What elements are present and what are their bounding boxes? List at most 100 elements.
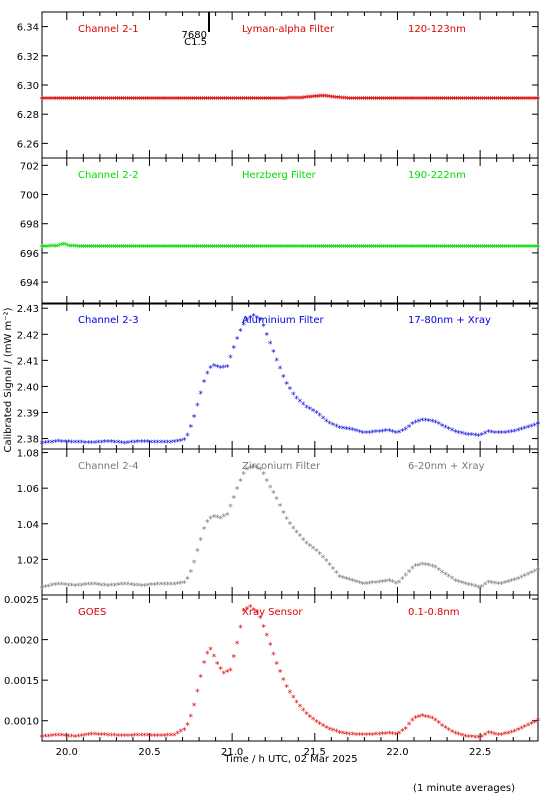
data-point: *	[350, 731, 355, 741]
data-point: *	[175, 581, 180, 591]
data-point: *	[274, 495, 279, 505]
data-point: *	[390, 428, 395, 438]
data-point: *	[43, 439, 48, 449]
data-point: *	[506, 579, 511, 589]
data-point: *	[375, 243, 380, 253]
data-point: *	[150, 95, 155, 105]
data-point: *	[314, 547, 319, 557]
data-point: *	[472, 432, 477, 442]
data-point: *	[400, 428, 405, 438]
data-point: *	[327, 420, 332, 430]
data-point: *	[241, 321, 246, 331]
data-point: *	[305, 243, 310, 253]
data-point: *	[484, 95, 489, 105]
data-point: *	[468, 244, 473, 254]
data-point: *	[532, 719, 537, 729]
data-point: *	[267, 642, 272, 652]
data-point: *	[178, 580, 183, 590]
data-point: *	[267, 95, 272, 105]
data-point: *	[470, 95, 475, 105]
data-point: *	[73, 243, 78, 253]
data-point: *	[218, 365, 223, 375]
data-point: *	[351, 95, 356, 105]
data-point: *	[112, 439, 117, 449]
data-point: *	[349, 243, 354, 253]
data-point: *	[119, 95, 124, 105]
data-point: *	[61, 95, 66, 105]
data-point: *	[284, 516, 289, 526]
data-point: *	[370, 429, 375, 439]
data-point: *	[466, 734, 471, 744]
data-point: *	[39, 244, 44, 254]
data-point: *	[158, 581, 163, 591]
data-point: *	[148, 95, 153, 105]
data-point: *	[347, 95, 352, 105]
data-point: *	[277, 243, 282, 253]
data-point: *	[274, 660, 279, 670]
data-point: *	[353, 243, 358, 253]
data-point: *	[353, 579, 358, 589]
data-point: *	[344, 730, 349, 740]
data-point: *	[79, 582, 84, 592]
y-tick-label: 6.32	[17, 52, 39, 63]
data-point: *	[198, 244, 203, 254]
data-point: *	[297, 398, 302, 408]
data-point: *	[258, 615, 263, 625]
data-point: *	[49, 243, 54, 253]
data-point: *	[515, 427, 520, 437]
data-point: *	[363, 581, 368, 591]
data-point: *	[400, 244, 405, 254]
data-point: *	[246, 244, 251, 254]
data-point: *	[188, 244, 193, 254]
data-point: *	[214, 244, 219, 254]
data-point: *	[101, 244, 106, 254]
data-point: *	[386, 427, 391, 437]
data-point: *	[350, 426, 355, 436]
data-point: *	[456, 429, 461, 439]
data-point: *	[289, 95, 294, 105]
data-point: *	[162, 244, 167, 254]
data-point: *	[504, 244, 509, 254]
data-point: *	[81, 95, 86, 105]
data-point: *	[321, 93, 326, 103]
data-point: *	[61, 241, 66, 251]
data-point: *	[353, 95, 358, 105]
data-point: *	[109, 582, 114, 592]
data-point: *	[178, 244, 183, 254]
data-point: *	[321, 243, 326, 253]
data-point: *	[224, 244, 229, 254]
data-point: *	[291, 391, 296, 401]
x-tick-label: 22.5	[469, 747, 491, 758]
channel-label: Channel 2-3	[78, 315, 139, 326]
data-point: *	[43, 733, 48, 743]
data-point: *	[535, 717, 540, 727]
data-point: *	[363, 95, 368, 105]
data-point: *	[513, 95, 518, 105]
data-point: *	[251, 606, 256, 616]
data-point: *	[200, 95, 205, 105]
data-point: *	[502, 429, 507, 439]
data-point: *	[386, 730, 391, 740]
data-point: *	[492, 95, 497, 105]
data-point: *	[47, 243, 52, 253]
data-point: *	[220, 95, 225, 105]
data-point: *	[76, 733, 81, 743]
data-point: *	[440, 95, 445, 105]
data-point: *	[168, 439, 173, 449]
data-point: *	[426, 95, 431, 105]
y-axis-label: Calibrated Signal / (mW m⁻²)	[3, 307, 14, 452]
data-point: *	[436, 95, 441, 105]
panel-3: 2.38 2.39 2.40 2.41 2.42 2.43 Channel 2-3 Alumi…	[17, 302, 541, 450]
data-point: *	[182, 95, 187, 105]
x-tick-label: 22.0	[386, 747, 408, 758]
flare-id-label: 7680	[182, 30, 207, 41]
data-point: *	[454, 95, 459, 105]
data-point: *	[190, 244, 195, 254]
data-point: *	[433, 564, 438, 574]
data-point: *	[254, 95, 259, 105]
channel-label: Channel 2-2	[78, 170, 139, 181]
data-point: *	[340, 575, 345, 585]
data-point: *	[396, 95, 401, 105]
data-point: *	[502, 244, 507, 254]
data-point: *	[502, 95, 507, 105]
